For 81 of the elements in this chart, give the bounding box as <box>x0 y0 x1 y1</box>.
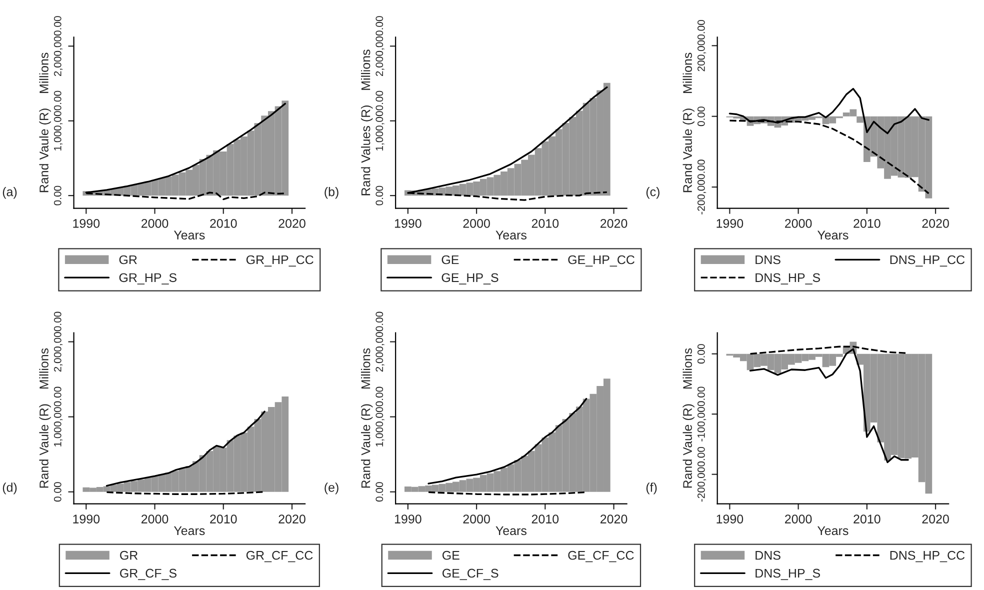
legend-label: DNS_HP_S <box>756 568 820 580</box>
x-tick-label: 1990 <box>716 219 744 228</box>
x-tick-label: 1990 <box>73 219 100 228</box>
x-tick-label: 2000 <box>141 219 168 228</box>
y-tick-label: 0.00 <box>54 186 62 206</box>
legend-label: GR <box>120 550 138 560</box>
x-tick-label: 2010 <box>532 219 559 228</box>
x-tick-label: 1990 <box>394 514 422 524</box>
y-tick-label: -200,000.00 <box>697 446 706 502</box>
y-tick-label: 1,000,000.00 <box>376 386 384 446</box>
legend-label: GE <box>442 255 459 264</box>
legend-label: GR_HP_CC <box>246 255 314 267</box>
legend-label: DNS <box>756 550 780 560</box>
x-axis-title: Years <box>496 526 526 536</box>
text: (a) <box>2 187 17 199</box>
y-axis-title: Rand Values (R) Millions <box>361 50 373 196</box>
x-tick-label: 2000 <box>785 514 812 524</box>
line-series <box>106 410 266 487</box>
y-tick-label: 0.00 <box>376 482 384 502</box>
legend-label: GR <box>119 255 137 264</box>
legend-label: GE_HP_CC <box>568 255 634 267</box>
x-tick-label: 2020 <box>600 219 628 228</box>
y-tick-label: -100,000.00 <box>697 386 706 442</box>
x-tick-label: 2020 <box>600 514 628 524</box>
y-axis-title: Rand Vaule (R) Millions <box>39 348 51 488</box>
y-tick-label: 0.00 <box>697 106 705 126</box>
legend-label: GE_CF_S <box>442 568 498 580</box>
y-tick-label: 1,000,000.00 <box>376 90 384 150</box>
line-series <box>428 398 588 484</box>
y-tick-label: 2,000,000.00 <box>54 16 63 76</box>
text: (c) <box>646 187 660 199</box>
x-tick-label: 1990 <box>394 219 422 228</box>
legend-label: GR_CF_CC <box>246 550 313 562</box>
x-tick-label: 2020 <box>922 219 949 228</box>
x-tick-label: 2000 <box>785 219 812 228</box>
y-tick-label: 200,000.00 <box>697 20 706 72</box>
y-axis-title: Rand Vaule (R) Millions <box>39 52 51 192</box>
y-tick-label: 2,000,000.00 <box>376 16 384 76</box>
y-axis-title: Rand Vaule (R) Millions <box>361 348 373 488</box>
legend-label: DNS_HP_S <box>756 273 820 284</box>
x-tick-label: 2010 <box>532 514 559 524</box>
x-tick-label: 2010 <box>854 514 880 524</box>
x-axis-title: Years <box>496 230 526 240</box>
x-tick-label: 2010 <box>854 219 880 228</box>
x-axis-title: Years <box>817 526 848 536</box>
legend-label: GR_CF_S <box>120 568 176 580</box>
text: (e) <box>324 482 338 494</box>
legend-label: DNS <box>756 255 780 264</box>
x-tick-label: 2000 <box>463 514 490 524</box>
y-axis-title: Rand Vaule (R) Millions <box>682 348 694 488</box>
x-tick-label: 2000 <box>141 514 168 524</box>
y-tick-label: 2,000,000.00 <box>54 312 63 372</box>
legend-label: GE_HP_S <box>442 273 498 284</box>
x-axis-title: Years <box>174 230 205 240</box>
x-tick-label: 1990 <box>716 514 744 524</box>
text: (f) <box>646 482 657 494</box>
y-tick-label: 0.00 <box>54 482 62 502</box>
y-tick-label: -200,000.00 <box>697 160 706 214</box>
x-tick-label: 2020 <box>278 219 306 228</box>
text: (d) <box>2 482 17 494</box>
legend-label: DNS_HP_CC <box>890 550 965 562</box>
legend-label: GE_CF_CC <box>568 550 634 562</box>
x-tick-label: 2010 <box>210 514 237 524</box>
x-tick-label: 2010 <box>210 219 237 228</box>
x-tick-label: 1990 <box>73 514 100 524</box>
y-tick-label: 0.00 <box>376 186 384 206</box>
y-tick-label: 2,000,000.00 <box>376 312 384 372</box>
y-tick-label: 0.00 <box>697 344 705 364</box>
line-series <box>749 348 909 464</box>
y-tick-label: 1,000,000.00 <box>54 386 63 446</box>
x-tick-label: 2020 <box>278 514 306 524</box>
x-axis-title: Years <box>817 230 848 240</box>
legend-label: DNS_HP_CC <box>890 255 965 267</box>
legend-label: GR_HP_S <box>119 273 176 284</box>
x-axis-title: Years <box>174 526 205 536</box>
legend-label: GE <box>442 550 460 560</box>
text: (b) <box>324 187 338 199</box>
x-tick-label: 2020 <box>922 514 949 524</box>
x-tick-label: 2000 <box>463 219 490 228</box>
y-axis-title: Rand Vaule (R) Millions <box>682 52 694 192</box>
y-tick-label: 1,000,000.00 <box>54 90 63 150</box>
